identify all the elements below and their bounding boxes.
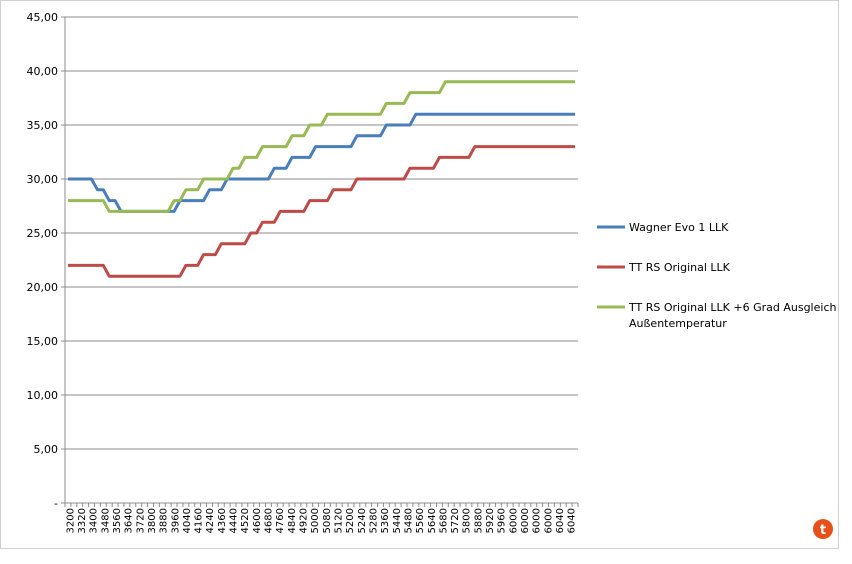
chart-border xyxy=(0,0,839,549)
x-tick-label: 5880 xyxy=(473,508,484,533)
x-tick-label: 3320 xyxy=(77,508,88,533)
badge-glyph: t xyxy=(820,523,826,538)
x-tick-label: 3720 xyxy=(135,508,146,533)
x-tick-label: 5240 xyxy=(357,508,368,533)
y-tick-label: 20,00 xyxy=(27,281,59,294)
x-tick-label: 3880 xyxy=(159,508,170,533)
x-tick-label: 6000 xyxy=(532,508,543,533)
x-tick-label: 4360 xyxy=(217,508,228,533)
y-tick-label: 45,00 xyxy=(27,11,59,24)
x-tick-label: 3640 xyxy=(124,508,135,533)
series-line-3 xyxy=(67,80,576,213)
x-tick-label: 4760 xyxy=(275,508,286,533)
x-tick-label: 4040 xyxy=(182,508,193,533)
x-tick-label: 4920 xyxy=(299,508,310,533)
gridlines xyxy=(65,16,578,450)
legend-label-2: TT RS Original LLK xyxy=(628,261,731,274)
x-tick-label: 5560 xyxy=(415,508,426,533)
x-tick-label: 5360 xyxy=(380,508,391,533)
x-tick-label: 3480 xyxy=(100,508,111,533)
x-tick-label: 4600 xyxy=(252,508,263,533)
x-tick-label: 4240 xyxy=(205,508,216,533)
y-tick-label: 10,00 xyxy=(27,389,59,402)
x-tick-label: 5920 xyxy=(485,508,496,533)
x-tick-label: 5000 xyxy=(310,508,321,533)
x-tick-label: 5280 xyxy=(368,508,379,533)
axes xyxy=(64,17,578,504)
x-tick-label: 4160 xyxy=(194,508,205,533)
y-tick-label: 25,00 xyxy=(27,227,59,240)
x-tick-label: 4440 xyxy=(229,508,240,533)
x-tick-label: 6040 xyxy=(567,508,578,533)
x-tick-label: 3800 xyxy=(147,508,158,533)
badge-icon[interactable]: t xyxy=(813,519,833,539)
series-lines xyxy=(67,80,576,278)
legend-label-1: Wagner Evo 1 LLK xyxy=(629,221,729,234)
x-tick-label: 6000 xyxy=(508,508,519,533)
x-tick-label: 6040 xyxy=(555,508,566,533)
x-tick-label: 5440 xyxy=(392,508,403,533)
y-tick-label: 30,00 xyxy=(27,173,59,186)
x-tick-label: 4840 xyxy=(287,508,298,533)
x-tick-label: 5800 xyxy=(462,508,473,533)
legend-label-3: TT RS Original LLK +6 Grad Ausgleich xyxy=(628,301,836,314)
x-tick-label: 5680 xyxy=(438,508,449,533)
x-tick-label: 4520 xyxy=(240,508,251,533)
x-tick-label: 5480 xyxy=(403,508,414,533)
x-tick-label: 5960 xyxy=(497,508,508,533)
x-tick-label: 5720 xyxy=(450,508,461,533)
x-tick-label: 5080 xyxy=(322,508,333,533)
legend-label-3: Außentemperatur xyxy=(629,317,727,330)
x-tick-label: 6000 xyxy=(543,508,554,533)
x-tick-label: 5120 xyxy=(333,508,344,533)
y-tick-label: 15,00 xyxy=(27,335,59,348)
x-tick-label: 3400 xyxy=(89,508,100,533)
y-axis-ticks: - 5,00 10,00 15,00 20,00 25,00 30,00 35,00 40,00… xyxy=(27,11,65,510)
y-tick-label: 5,00 xyxy=(34,443,59,456)
x-axis-ticks: 3200 3320 3400 3480 3560 3640 3720 3800 3880 3960… xyxy=(64,503,579,533)
x-tick-label: 3200 xyxy=(65,508,76,533)
x-tick-label: 4680 xyxy=(264,508,275,533)
x-tick-label: 3960 xyxy=(170,508,181,533)
badge-circle[interactable] xyxy=(813,519,833,539)
x-tick-label: 6000 xyxy=(520,508,531,533)
legend: Wagner Evo 1 LLK TT RS Original LLK TT RS … xyxy=(597,221,836,330)
x-tick-label: 5200 xyxy=(345,508,356,533)
y-tick-label: - xyxy=(54,497,58,510)
series-line-2 xyxy=(67,145,576,278)
x-tick-label: 3560 xyxy=(112,508,123,533)
x-tick-label: 5640 xyxy=(427,508,438,533)
y-tick-label: 40,00 xyxy=(27,65,59,78)
y-tick-label: 35,00 xyxy=(27,119,59,132)
